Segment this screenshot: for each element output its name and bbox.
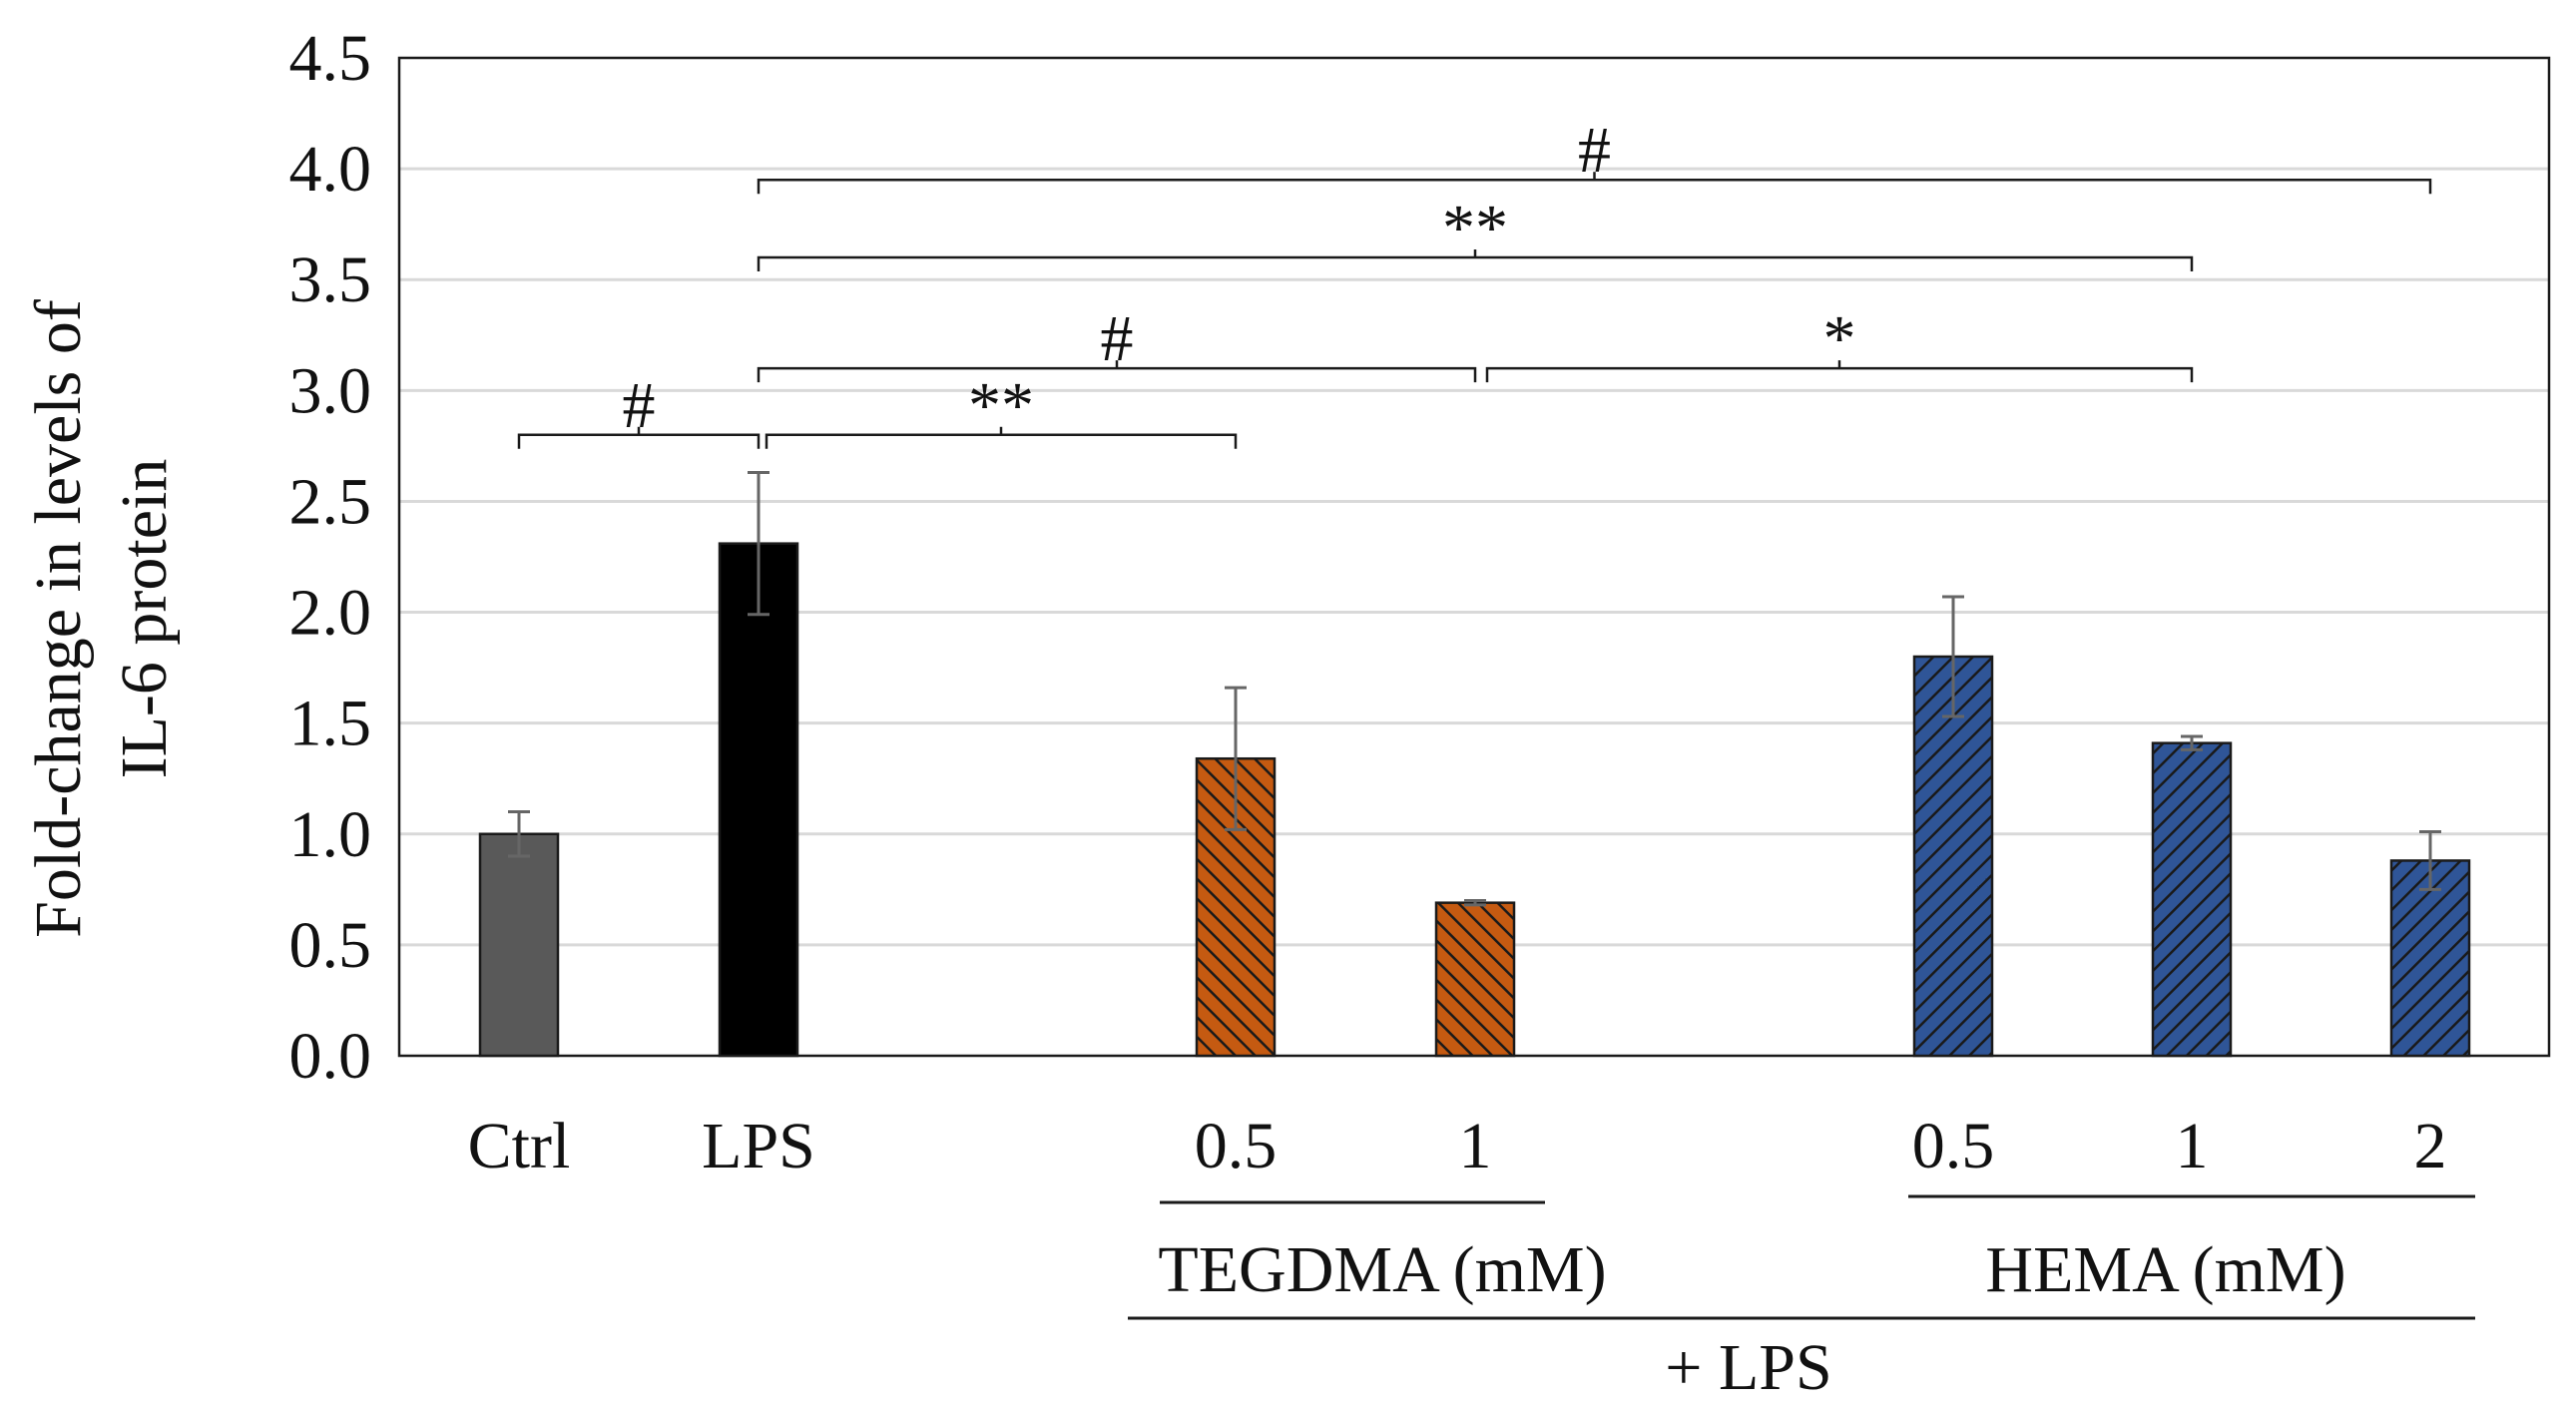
significance-marker: # — [623, 369, 656, 442]
bar — [1195, 756, 1277, 1058]
significance-marker: # — [1101, 302, 1134, 375]
y-tick-label: 4.5 — [289, 22, 372, 95]
x-category-label: 1 — [1459, 1110, 1492, 1182]
bar — [2151, 741, 2233, 1058]
significance-marker: # — [1578, 114, 1611, 187]
bars — [478, 542, 2471, 1058]
x-category-label: 1 — [2176, 1110, 2209, 1182]
x-category-label: 0.5 — [1912, 1110, 1995, 1182]
error-bars — [508, 471, 2441, 907]
lps-treatment-label: + LPS — [1665, 1331, 1831, 1404]
y-tick-label: 3.5 — [289, 243, 372, 316]
x-axis-categories: Ctrl LPS 0.5 1 0.5 1 2 — [468, 1110, 2447, 1182]
y-axis-title: Fold-change in levels of IL-6 protein — [22, 299, 181, 938]
significance-marker: ** — [968, 369, 1034, 442]
y-tick-label: 1.5 — [289, 688, 372, 760]
y-axis-ticks: 0.0 0.5 1.0 1.5 2.0 2.5 3.0 3.5 4.0 4.5 — [289, 22, 372, 1093]
y-tick-label: 2.0 — [289, 577, 372, 650]
significance-brackets: # **# ***# — [517, 114, 2432, 449]
group-annotations: TEGDMA (mM) HEMA (mM) + LPS — [1128, 1194, 2475, 1404]
y-axis-title-line-2: IL-6 protein — [108, 459, 181, 779]
x-category-label: Ctrl — [468, 1110, 571, 1182]
bar — [718, 542, 799, 1058]
y-axis-title-line-1: Fold-change in levels of — [22, 299, 95, 938]
x-category-label: 2 — [2414, 1110, 2447, 1182]
significance-marker: ** — [1442, 192, 1508, 264]
bar — [1434, 901, 1516, 1058]
hema-group-label: HEMA (mM) — [1985, 1233, 2345, 1306]
y-tick-label: 0.0 — [289, 1020, 372, 1093]
y-tick-label: 2.5 — [289, 465, 372, 538]
significance-bracket — [517, 433, 761, 449]
x-category-label: 0.5 — [1195, 1110, 1278, 1182]
significance-marker: * — [1823, 302, 1856, 375]
bar — [478, 832, 560, 1058]
y-tick-label: 1.0 — [289, 798, 372, 871]
tegdma-group-label: TEGDMA (mM) — [1158, 1233, 1606, 1306]
y-tick-label: 4.0 — [289, 133, 372, 206]
significance-bracket — [765, 433, 1238, 449]
x-category-label: LPS — [702, 1110, 815, 1182]
y-tick-label: 0.5 — [289, 909, 372, 982]
y-tick-label: 3.0 — [289, 354, 372, 427]
